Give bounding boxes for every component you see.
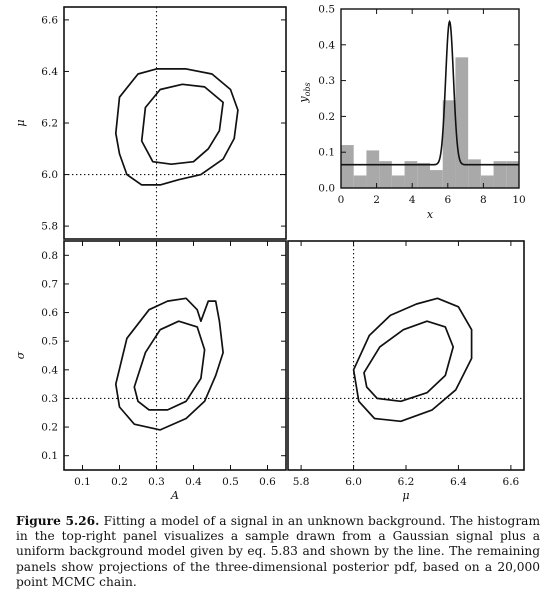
hist-bar [379, 161, 392, 188]
hist-bar [468, 159, 481, 188]
y-tick-label: 0.0 [318, 183, 335, 195]
x-tick-label: 0.1 [74, 476, 91, 488]
y-tick-label: 0.2 [318, 111, 335, 123]
x-tick-label: 10 [512, 194, 525, 206]
y-tick-label: 0.3 [318, 75, 335, 87]
caption-text: Fitting a model of a signal in an unknow… [16, 514, 540, 589]
y-axis-label: σ [14, 351, 27, 359]
x-tick-label: 6.0 [345, 476, 362, 488]
hist-bar [506, 161, 519, 188]
x-tick-label: 5.8 [293, 476, 310, 488]
y-axis-label: yobs [297, 82, 312, 103]
y-tick-label: 6.2 [41, 118, 58, 130]
y-tick-label: 0.5 [318, 4, 335, 16]
panel-a-sigma: 0.1 0.2 0.3 0.4 0.5 0.6 0.1 0.2 0.3 0.4 0.5 0.6 0.7 0… [14, 240, 287, 502]
hist-bar [430, 170, 443, 188]
contour-inner [133, 320, 206, 411]
y-tick-label: 5.8 [41, 221, 58, 233]
y-tick-label: 0.8 [41, 250, 58, 262]
x-tick-label: 0.2 [111, 476, 128, 488]
contour-outer [352, 297, 473, 423]
hist-bar [442, 100, 456, 188]
panel-mu-sigma: 5.8 6.0 6.2 6.4 6.6 μ [287, 240, 525, 502]
y-tick-label: 0.1 [41, 450, 58, 462]
contour-inner [140, 83, 224, 166]
y-tick-label: 6.4 [41, 66, 58, 78]
x-tick-label: 0.4 [185, 476, 202, 488]
hist-bar [366, 150, 380, 188]
x-tick-label: 0.3 [148, 476, 165, 488]
x-tick-label: 0.5 [222, 476, 239, 488]
panel-a-mu: 5.8 6.0 6.2 6.4 6.6 μ [14, 6, 287, 240]
panel-frame [340, 8, 520, 189]
y-tick-label: 0.6 [41, 307, 58, 319]
y-tick-label: 0.4 [41, 364, 58, 376]
x-axis-label: x [427, 208, 434, 221]
y-tick-label: 0.7 [41, 278, 58, 290]
x-tick-label: 4 [409, 194, 416, 206]
contour-outer [114, 297, 224, 431]
y-tick-label: 0.5 [41, 336, 58, 348]
x-tick-label: 0 [338, 194, 345, 206]
y-tick-label: 0.1 [318, 147, 335, 159]
caption-label: Figure 5.26. [16, 514, 100, 528]
hist-bar [493, 161, 507, 188]
y-tick-label: 0.3 [41, 393, 58, 405]
x-axis-label: μ [402, 489, 409, 502]
x-tick-label: 2 [373, 194, 380, 206]
figure-panels: 5.86.06.26.46.6μ 0 2 4 6 8 100.00.10.20.30.40… [14, 4, 526, 503]
contour-inner [363, 320, 455, 403]
x-axis-label: A [170, 489, 179, 502]
x-tick-label: 0.6 [259, 476, 276, 488]
x-tick-label: 8 [480, 194, 487, 206]
panel-histogram: 0 2 4 6 8 10 0.0 0.1 0.2 0.3 0.4 0.5 x yobs [297, 4, 526, 222]
x-tick-label: 6.2 [398, 476, 415, 488]
hist-bar [353, 175, 367, 188]
hist-bar [404, 161, 418, 188]
y-tick-label: 0.4 [318, 39, 335, 51]
hist-bar [341, 145, 354, 188]
y-tick-label: 6.6 [41, 14, 58, 26]
y-axis-label: μ [14, 119, 27, 126]
x-tick-label: 6 [444, 194, 451, 206]
y-tick-label: 0.2 [41, 422, 58, 434]
hist-bar [391, 175, 405, 188]
hist-bar [480, 175, 494, 188]
model-curve [341, 19, 519, 166]
x-tick-label: 6.6 [503, 476, 520, 488]
contour-outer [114, 68, 239, 186]
hist-bar [417, 162, 430, 188]
panel-frame [287, 240, 525, 471]
panel-frame [63, 240, 287, 471]
x-tick-label: 6.4 [450, 476, 467, 488]
y-tick-label: 6.0 [41, 169, 58, 181]
panel-frame [63, 6, 287, 240]
figure-caption: Figure 5.26. Fitting a model of a signal… [16, 514, 540, 590]
hist-bar [455, 57, 469, 188]
